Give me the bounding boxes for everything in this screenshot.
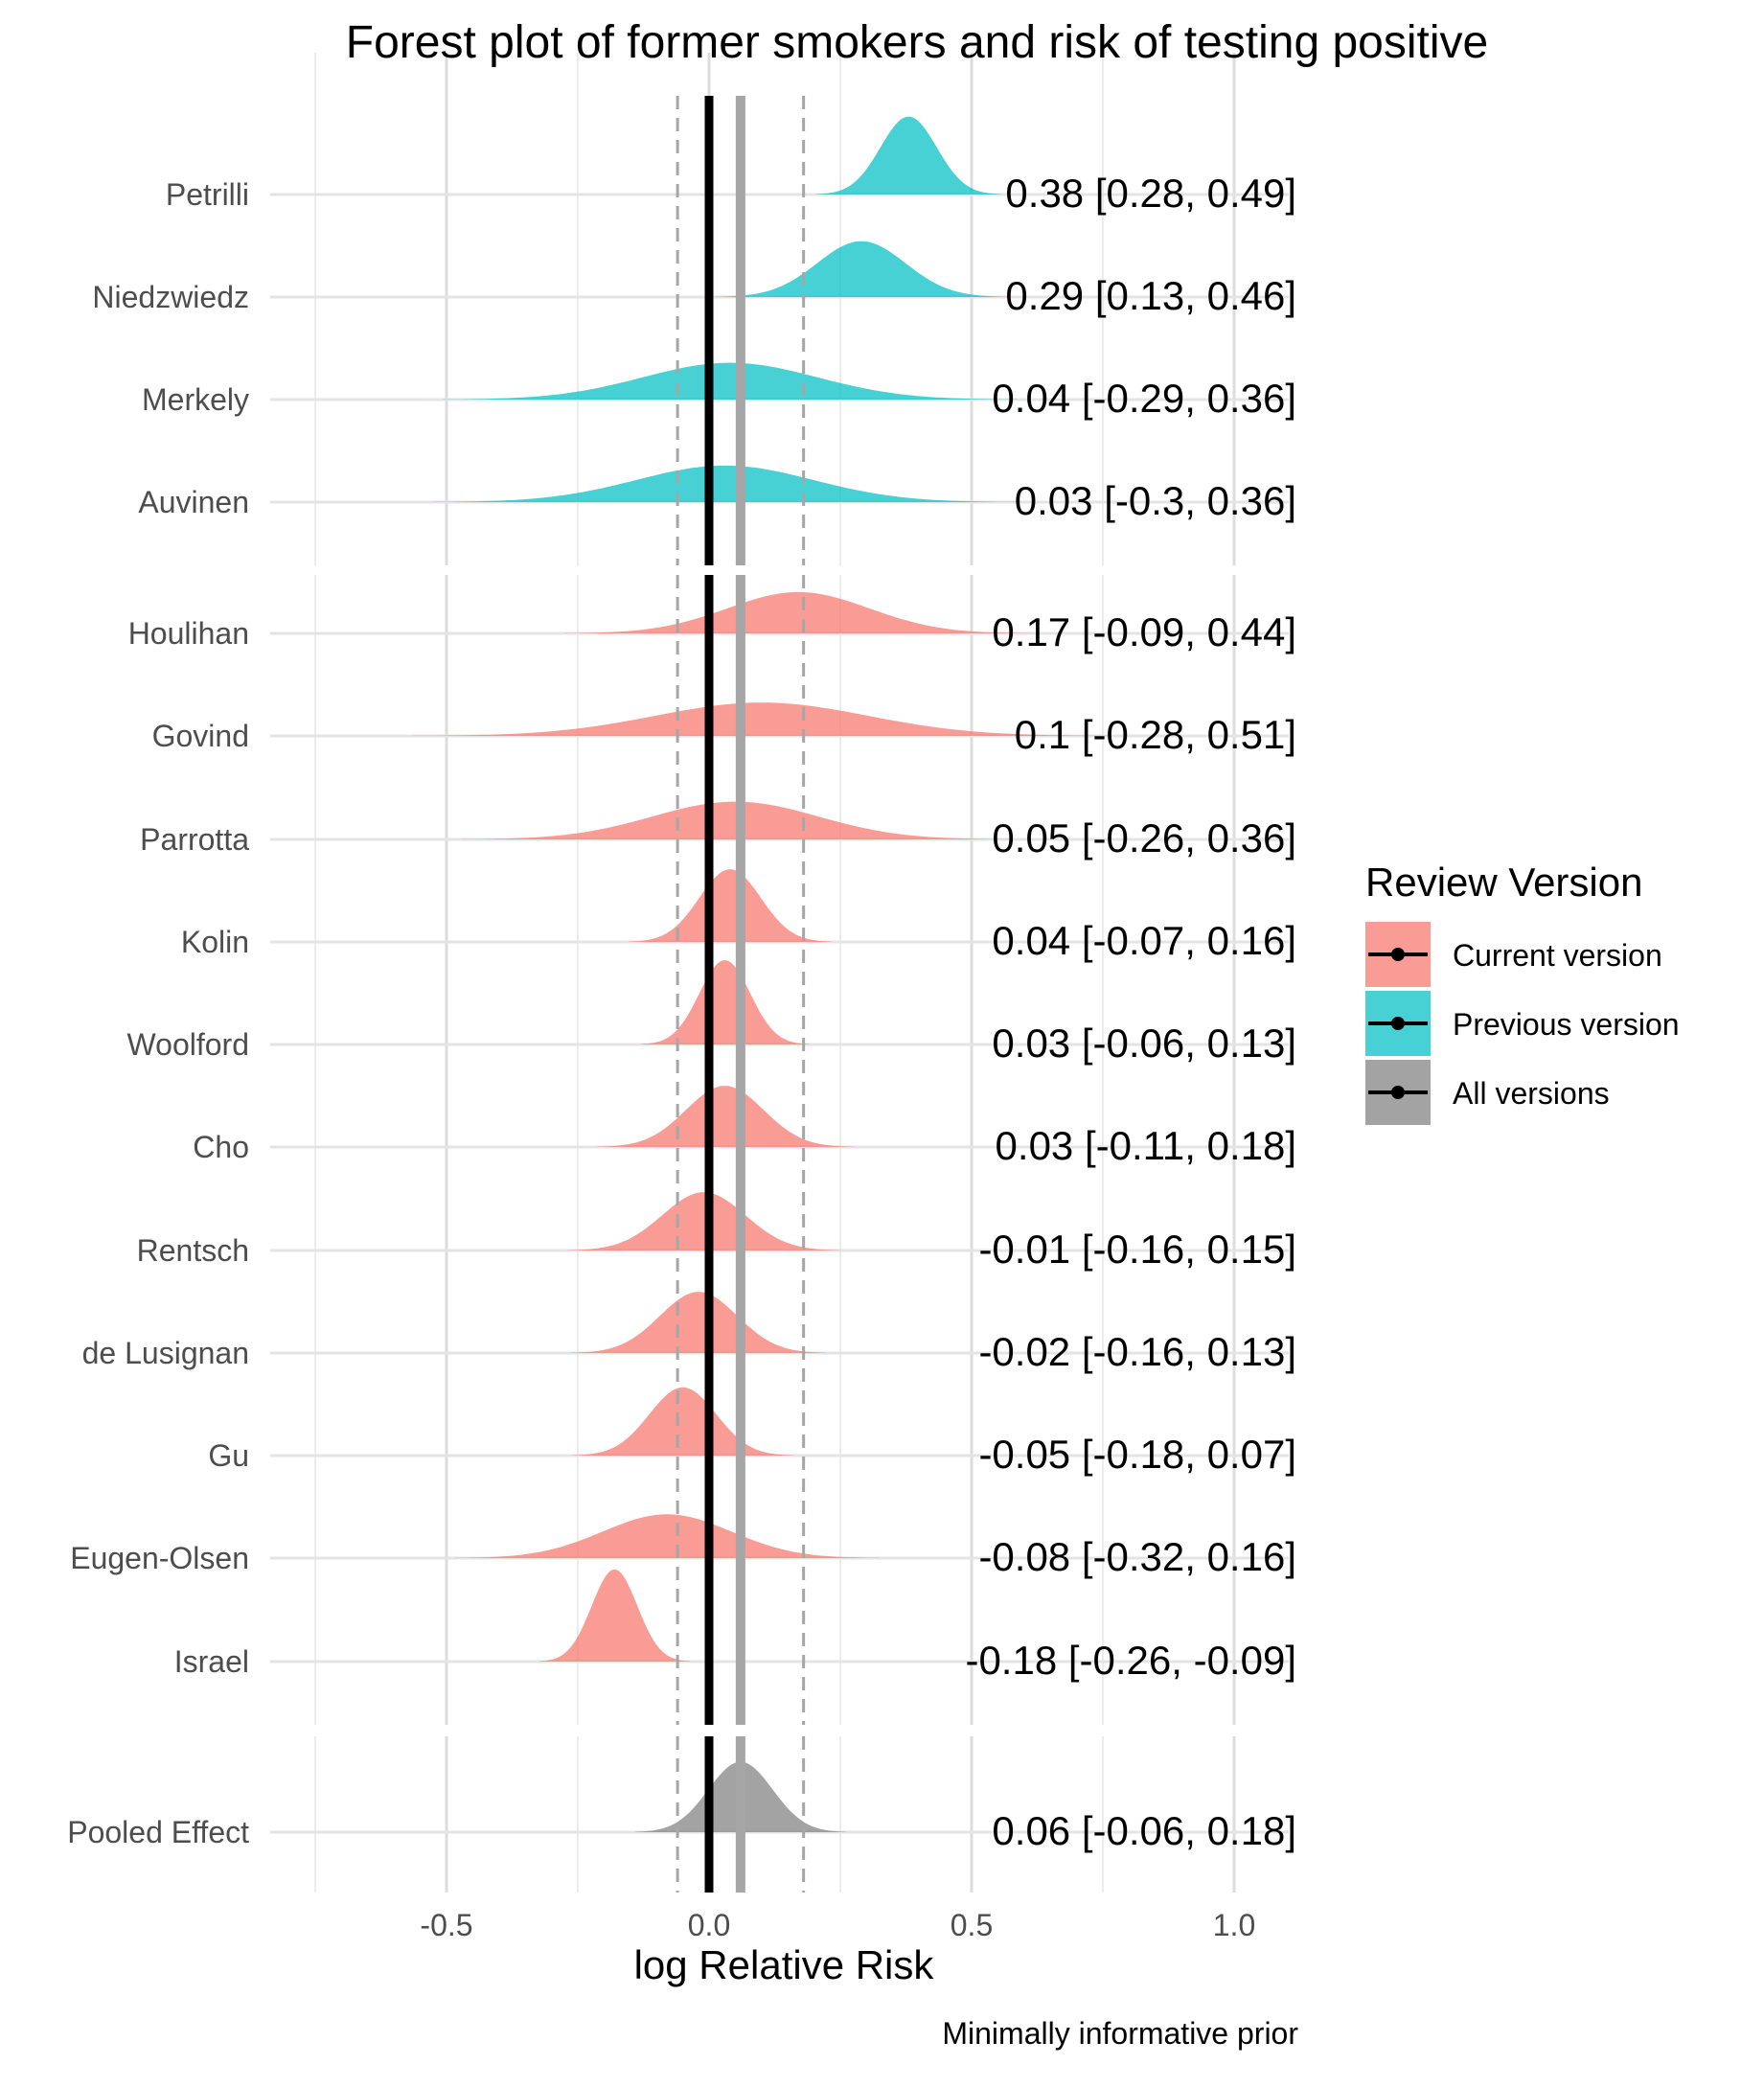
legend-label: Current version xyxy=(1453,938,1662,973)
x-tick-label: -0.5 xyxy=(420,1908,472,1942)
estimate-label: -0.01 [-0.16, 0.15] xyxy=(978,1227,1296,1272)
estimate-label: 0.04 [-0.29, 0.36] xyxy=(992,376,1296,421)
density-ridge xyxy=(538,1569,690,1662)
estimate-label: -0.02 [-0.16, 0.13] xyxy=(978,1329,1296,1374)
study-name: Merkely xyxy=(142,382,249,417)
study-name: Niedzwiedz xyxy=(92,280,249,314)
study-name: Govind xyxy=(152,719,249,753)
legend: Review Version Current version Previous v… xyxy=(1365,860,1680,1125)
x-tick-label: 1.0 xyxy=(1213,1908,1255,1942)
density-ridge xyxy=(461,801,1010,839)
density-ridge xyxy=(412,702,1111,736)
density-ridge xyxy=(815,116,1002,195)
study-name: Parrotta xyxy=(140,822,249,857)
density-ridge xyxy=(570,1292,827,1353)
x-tick-label: 0.5 xyxy=(951,1908,993,1942)
estimate-label: -0.08 [-0.32, 0.16] xyxy=(978,1534,1296,1579)
estimate-label: 0.1 [-0.28, 0.51] xyxy=(1015,712,1296,757)
density-ridge xyxy=(572,1387,793,1456)
estimate-label: 0.03 [-0.3, 0.36] xyxy=(1015,478,1296,523)
grid-lines xyxy=(270,53,1289,1893)
density-ridge xyxy=(433,465,1017,502)
study-name: Kolin xyxy=(181,925,249,959)
legend-label: All versions xyxy=(1453,1076,1610,1111)
density-ridge xyxy=(563,591,1033,633)
legend-items: Current version Previous version All versi… xyxy=(1365,922,1680,1125)
density-ridge xyxy=(628,869,832,942)
study-name: Eugen-Olsen xyxy=(70,1541,249,1575)
study-labels: Petrilli 0.38 [0.28, 0.49] Niedzwiedz 0.29 … xyxy=(67,171,1296,1853)
chart-caption: Minimally informative prior xyxy=(942,2016,1298,2051)
density-ridge xyxy=(454,1514,880,1558)
estimate-label: 0.29 [0.13, 0.46] xyxy=(1005,273,1296,318)
study-name: Auvinen xyxy=(138,485,249,519)
study-name: Pooled Effect xyxy=(67,1815,249,1849)
reference-lines xyxy=(676,96,806,1893)
study-name: Petrilli xyxy=(166,177,249,212)
estimate-label: 0.38 [0.28, 0.49] xyxy=(1005,171,1296,216)
study-name: Israel xyxy=(174,1644,249,1679)
estimate-label: 0.04 [-0.07, 0.16] xyxy=(992,918,1296,963)
legend-label: Previous version xyxy=(1453,1007,1680,1042)
density-ridge xyxy=(715,241,1008,297)
estimate-label: -0.05 [-0.18, 0.07] xyxy=(978,1432,1296,1477)
study-name: Rentsch xyxy=(137,1233,249,1268)
study-name: Woolford xyxy=(127,1027,249,1062)
estimate-label: 0.17 [-0.09, 0.44] xyxy=(992,609,1296,654)
estimate-label: 0.03 [-0.11, 0.18] xyxy=(996,1123,1296,1168)
legend-point xyxy=(1391,948,1405,961)
x-axis: -0.5 0.0 0.5 1.0 xyxy=(420,1908,1255,1942)
legend-title: Review Version xyxy=(1365,860,1642,905)
legend-point xyxy=(1391,1086,1405,1099)
estimate-label: 0.05 [-0.26, 0.36] xyxy=(992,815,1296,860)
legend-point xyxy=(1391,1017,1405,1030)
estimate-label: 0.03 [-0.06, 0.13] xyxy=(992,1021,1296,1066)
study-name: Cho xyxy=(193,1130,249,1164)
density-ridges xyxy=(412,116,1111,1832)
x-tick-label: 0.0 xyxy=(688,1908,730,1942)
study-name: de Lusignan xyxy=(82,1336,249,1370)
x-axis-title: log Relative Risk xyxy=(634,1942,935,1987)
density-ridge xyxy=(640,960,810,1044)
study-name: Houlihan xyxy=(128,616,249,651)
study-name: Gu xyxy=(208,1438,249,1473)
density-ridge xyxy=(566,1192,841,1251)
density-ridge xyxy=(596,1086,854,1147)
estimate-label: 0.06 [-0.06, 0.18] xyxy=(992,1808,1296,1853)
chart-title: Forest plot of former smokers and risk o… xyxy=(346,17,1488,68)
estimate-label: -0.18 [-0.26, -0.09] xyxy=(965,1638,1296,1683)
density-ridge xyxy=(443,362,1018,400)
